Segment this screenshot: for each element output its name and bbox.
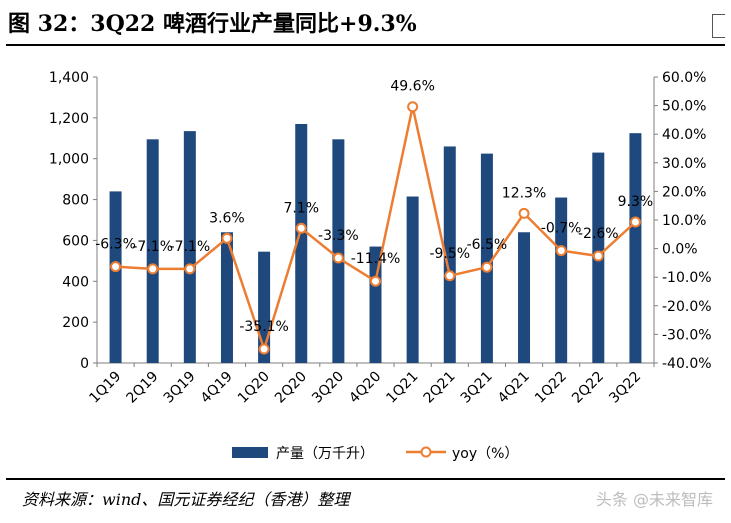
y-left-tick-label: 1,000 (49, 152, 89, 168)
yoy-point-3Q22 (629, 216, 641, 228)
x-tick-label: 4Q19 (198, 369, 236, 407)
y-left-tick-label: 0 (80, 356, 89, 372)
legend-label-line: yoy（%） (452, 446, 518, 462)
y-right-tick-label: -30.0% (662, 327, 712, 343)
x-tick-label: 3Q20 (309, 369, 347, 407)
legend-swatch-marker (420, 446, 432, 458)
bar-2Q19 (146, 139, 159, 363)
x-tick-label: 1Q19 (86, 369, 124, 407)
yoy-point-4Q19 (221, 232, 233, 244)
x-tick-label: 4Q21 (495, 369, 533, 407)
bar-3Q19 (183, 131, 196, 363)
yoy-point-1Q22 (555, 245, 567, 257)
x-tick-label: 3Q22 (606, 369, 644, 407)
bar-4Q20 (369, 246, 382, 363)
x-tick-label: 3Q19 (161, 369, 199, 407)
yoy-point-2Q21 (444, 270, 456, 282)
yoy-data-label: -35.1% (239, 319, 289, 335)
bar-3Q20 (332, 139, 345, 363)
yoy-point-2Q19 (147, 263, 159, 275)
x-tick-label: 4Q20 (346, 369, 384, 407)
yoy-data-label: 9.3% (618, 194, 654, 210)
yoy-data-label: 7.1% (283, 200, 319, 216)
x-tick-label: 1Q22 (532, 369, 570, 407)
bar-1Q19 (109, 191, 122, 363)
legend-swatch-bar (232, 447, 268, 458)
bar-2Q20 (295, 123, 308, 363)
watermark: 头条 @未来智库 (595, 490, 713, 509)
y-left-tick-label: 800 (62, 193, 89, 209)
source-rule (6, 478, 725, 480)
yoy-point-3Q19 (184, 263, 196, 275)
bar-3Q22 (629, 133, 642, 363)
yoy-data-label: -9.5% (429, 246, 470, 262)
yoy-point-4Q20 (370, 275, 381, 287)
bar-1Q21 (406, 196, 419, 363)
y-left-tick-label: 400 (62, 274, 89, 290)
x-tick-label: 2Q20 (272, 369, 310, 407)
y-left-tick-label: 1,400 (49, 70, 89, 86)
chart-title: 图 32：3Q22 啤酒行业产量同比+9.3% (8, 11, 417, 37)
title-rule (6, 44, 725, 46)
yoy-point-3Q21 (481, 261, 493, 273)
y-right-tick-label: 40.0% (662, 127, 706, 143)
bar-line-chart: 0 200 400 600 800 1,000 1,200 1,400 -40.0% -30.0%… (49, 70, 712, 462)
yoy-data-label: -7.1% (132, 239, 173, 255)
yoy-data-label: -11.4% (351, 251, 401, 267)
x-tick-label: 2Q19 (124, 369, 162, 407)
x-tick-label: 2Q21 (421, 369, 459, 407)
bar-1Q22 (555, 197, 568, 363)
y-right-tick-label: -20.0% (662, 299, 712, 315)
bar-2Q21 (443, 146, 456, 363)
yoy-point-4Q21 (518, 207, 530, 219)
yoy-data-label: 12.3% (502, 185, 546, 201)
source-note: 资料来源：wind、国元证券经纪（香港）整理 (22, 490, 350, 509)
x-tick-label: 1Q20 (235, 369, 273, 407)
yoy-data-label: 49.6% (390, 79, 434, 95)
y-right-tick-label: 30.0% (662, 156, 706, 172)
yoy-point-2Q20 (295, 222, 307, 234)
legend-label-bar: 产量（万千升） (276, 446, 374, 462)
yoy-data-label: 3.6% (209, 210, 245, 226)
yoy-data-label: -0.7% (541, 221, 582, 237)
y-right-tick-label: -10.0% (662, 270, 712, 286)
y-right-tick-label: 60.0% (662, 70, 706, 86)
y-left-tick-label: 600 (62, 233, 89, 249)
bar-4Q21 (518, 232, 531, 363)
y-left-tick-label: 200 (62, 315, 89, 331)
yoy-point-1Q19 (110, 261, 122, 273)
y-left-tick-label: 1,200 (49, 111, 89, 127)
yoy-data-label: -7.1% (170, 239, 211, 255)
yoy-point-3Q20 (332, 252, 344, 264)
yoy-point-1Q21 (407, 101, 419, 113)
page-edge-mark (712, 14, 725, 38)
yoy-point-1Q20 (258, 343, 270, 355)
y-right-tick-label: 0.0% (662, 242, 698, 258)
y-right-tick-label: 10.0% (662, 213, 706, 229)
x-tick-label: 3Q21 (458, 369, 496, 407)
yoy-point-2Q22 (592, 250, 604, 262)
yoy-data-label: -2.6% (578, 226, 619, 242)
bar-4Q19 (220, 232, 233, 363)
y-right-tick-label: 20.0% (662, 184, 706, 200)
bar-3Q21 (480, 153, 493, 363)
yoy-data-label: -6.5% (467, 237, 508, 253)
y-right-tick-label: -40.0% (662, 356, 712, 372)
yoy-data-label: -3.3% (318, 228, 359, 244)
x-tick-label: 1Q21 (383, 369, 421, 407)
yoy-data-label: -6.3% (95, 237, 136, 253)
y-right-tick-label: 50.0% (662, 99, 706, 115)
x-tick-label: 2Q22 (569, 369, 607, 407)
